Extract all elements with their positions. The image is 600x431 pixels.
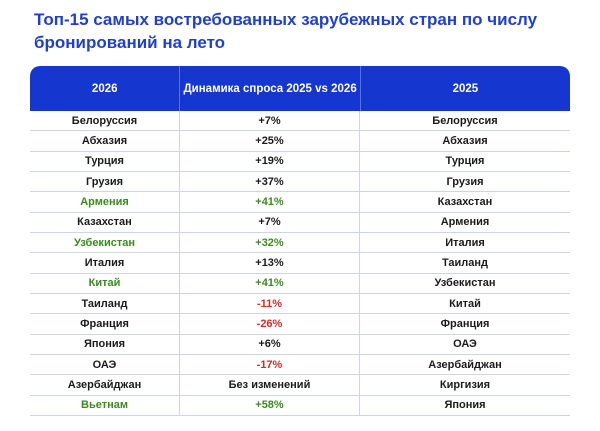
dynamics-cell: +13% [180,253,360,273]
country-2026-cell: Вьетнам [30,395,180,415]
country-2025-cell: Италия [445,236,485,249]
table-row: Грузия +37% Грузия [30,171,570,193]
table-row: Франция -26% Франция [30,314,570,335]
table-row: Италия +13% Таиланд [30,253,570,274]
country-2026-cell: Абхазия [30,131,180,151]
country-2026-cell: Таиланд [30,293,180,314]
table-header: 2026 Динамика спроса 2025 vs 2026 2025 [30,66,570,111]
header-2026: 2026 [30,66,181,111]
country-2025-cell: Китай [449,297,481,310]
header-2025: 2025 [452,82,479,95]
country-2025-cell: Грузия [446,175,484,188]
table-row: Китай +41% Узбекистан [30,273,570,294]
country-2025-cell: Япония [444,399,486,412]
ranking-table: 2026 Динамика спроса 2025 vs 2026 2025 Б… [30,66,570,428]
table-row: Турция +19% Турция [30,151,570,172]
country-2026-cell: Грузия [30,171,180,192]
country-2025-cell: Абхазия [442,134,488,147]
dynamics-cell: +7% [180,212,360,232]
country-2025-cell: Азербайджан [428,358,502,371]
country-2025-cell: Узбекистан [434,277,496,290]
dynamics-cell: +41% [180,273,360,293]
table-row: Казахстан +7% Армения [30,212,570,233]
table-row: Япония +6% ОАЭ [30,334,570,355]
country-2026-cell: ОАЭ [30,354,180,375]
country-2025-cell: ОАЭ [453,338,477,351]
page-title: Топ-15 самых востребованных зарубежных с… [34,10,538,52]
dynamics-cell: +58% [180,395,360,415]
dynamics-cell: -17% [180,354,360,375]
dynamics-cell: +37% [180,171,360,192]
table-row: Вьетнам +58% Япония [30,395,570,416]
country-2025-cell: Белоруссия [432,114,498,127]
country-2026-cell: Азербайджан [30,375,180,395]
dynamics-cell: +25% [180,131,360,151]
dynamics-cell: +19% [180,151,360,171]
country-2026-cell: Армения [30,192,180,212]
country-2025-cell: Франция [440,317,490,330]
country-2026-cell: Казахстан [30,212,180,232]
country-2026-cell: Франция [30,314,180,334]
country-2026-cell: Узбекистан [30,232,180,253]
table-body: Белоруссия +7% Белоруссия Абхазия +25% Абхази… [30,111,570,416]
table-row: ОАЭ -17% Азербайджан [30,354,570,376]
country-2026-cell: Китай [30,273,180,293]
table-row: Узбекистан +32% Италия [30,232,570,254]
dynamics-cell: +7% [180,111,360,131]
table-row: Абхазия +25% Абхазия [30,131,570,152]
table-row: Таиланд -11% Китай [30,293,570,315]
dynamics-cell: +32% [180,232,360,253]
table-row: Армения +41% Казахстан [30,192,570,213]
country-2025-cell: Киргизия [439,378,491,391]
country-2026-cell: Турция [30,151,180,171]
dynamics-cell: -11% [180,293,360,314]
dynamics-cell: -26% [180,314,360,334]
country-2026-cell: Белоруссия [30,111,180,131]
country-2025-cell: Армения [440,216,490,229]
country-2025-cell: Таиланд [441,256,489,269]
dynamics-cell: Без изменений [180,375,360,395]
dynamics-cell: +6% [180,334,360,354]
country-2025-cell: Казахстан [437,195,493,208]
dynamics-cell: +41% [180,192,360,212]
country-2026-cell: Япония [30,334,180,354]
header-dynamics: Динамика спроса 2025 vs 2026 [180,66,361,111]
country-2026-cell: Италия [30,253,180,273]
country-2025-cell: Турция [445,155,485,168]
table-row: Азербайджан Без изменений Киргизия [30,375,570,396]
table-row: Белоруссия +7% Белоруссия [30,111,570,132]
